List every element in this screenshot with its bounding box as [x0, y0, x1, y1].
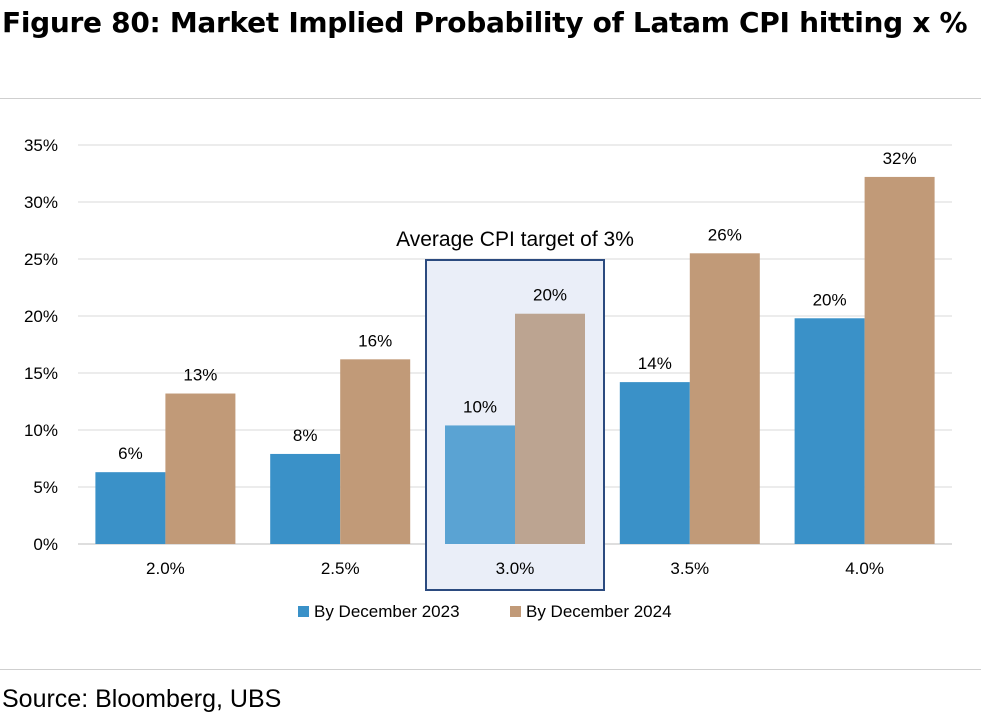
- data-label: 8%: [293, 426, 318, 445]
- source-note: Source: Bloomberg, UBS: [2, 685, 282, 713]
- bar-dec-2023: [445, 425, 515, 544]
- data-label: 26%: [708, 225, 742, 244]
- x-tick-label: 2.0%: [146, 559, 185, 578]
- data-labels: 6% 13% 8% 16% 10% 20% 14% 26% 20% 32%: [118, 149, 917, 463]
- legend-label: By December 2023: [314, 602, 460, 621]
- x-tick-label: 3.0%: [496, 559, 535, 578]
- bar-dec-2023: [270, 453, 341, 544]
- bar-dec-2024: [165, 393, 236, 544]
- x-axis: 2.0% 2.5% 3.0% 3.5% 4.0%: [146, 559, 884, 578]
- data-label: 20%: [533, 286, 567, 305]
- y-tick-label: 5%: [33, 478, 58, 497]
- bar-dec-2023: [95, 472, 166, 544]
- x-tick-label: 2.5%: [321, 559, 360, 578]
- bar-dec-2023: [794, 318, 865, 544]
- data-label: 14%: [638, 354, 672, 373]
- annotation-text: Average CPI target of 3%: [396, 228, 634, 251]
- y-tick-label: 15%: [24, 364, 58, 383]
- bar-chart: Average CPI target of 3% 6% 13% 8% 16% 10% 20…: [24, 136, 952, 621]
- bars: [95, 176, 935, 545]
- bar-dec-2024: [515, 313, 585, 544]
- data-label: 10%: [463, 397, 497, 416]
- data-label: 6%: [118, 444, 143, 463]
- legend-swatch: [510, 606, 521, 617]
- legend-swatch: [298, 606, 309, 617]
- data-label: 20%: [813, 290, 847, 309]
- legend-label: By December 2024: [526, 602, 672, 621]
- top-divider: [0, 98, 981, 99]
- legend: By December 2023 By December 2024: [298, 602, 672, 621]
- bar-dec-2024: [340, 359, 411, 544]
- bar-dec-2024: [864, 176, 935, 545]
- y-tick-label: 20%: [24, 307, 58, 326]
- y-tick-label: 30%: [24, 193, 58, 212]
- y-tick-label: 0%: [33, 535, 58, 554]
- data-label: 13%: [183, 366, 217, 385]
- y-axis: 0% 5% 10% 15% 20% 25% 30% 35%: [24, 136, 58, 554]
- bar-dec-2023: [619, 382, 690, 544]
- y-tick-label: 10%: [24, 421, 58, 440]
- chart-title: Figure 80: Market Implied Probability of…: [2, 6, 968, 39]
- y-tick-label: 25%: [24, 250, 58, 269]
- data-label: 32%: [883, 149, 917, 168]
- x-tick-label: 4.0%: [845, 559, 884, 578]
- y-tick-label: 35%: [24, 136, 58, 155]
- data-label: 16%: [358, 331, 392, 350]
- bar-dec-2024: [689, 253, 760, 545]
- x-tick-label: 3.5%: [670, 559, 709, 578]
- bottom-divider: [0, 669, 981, 670]
